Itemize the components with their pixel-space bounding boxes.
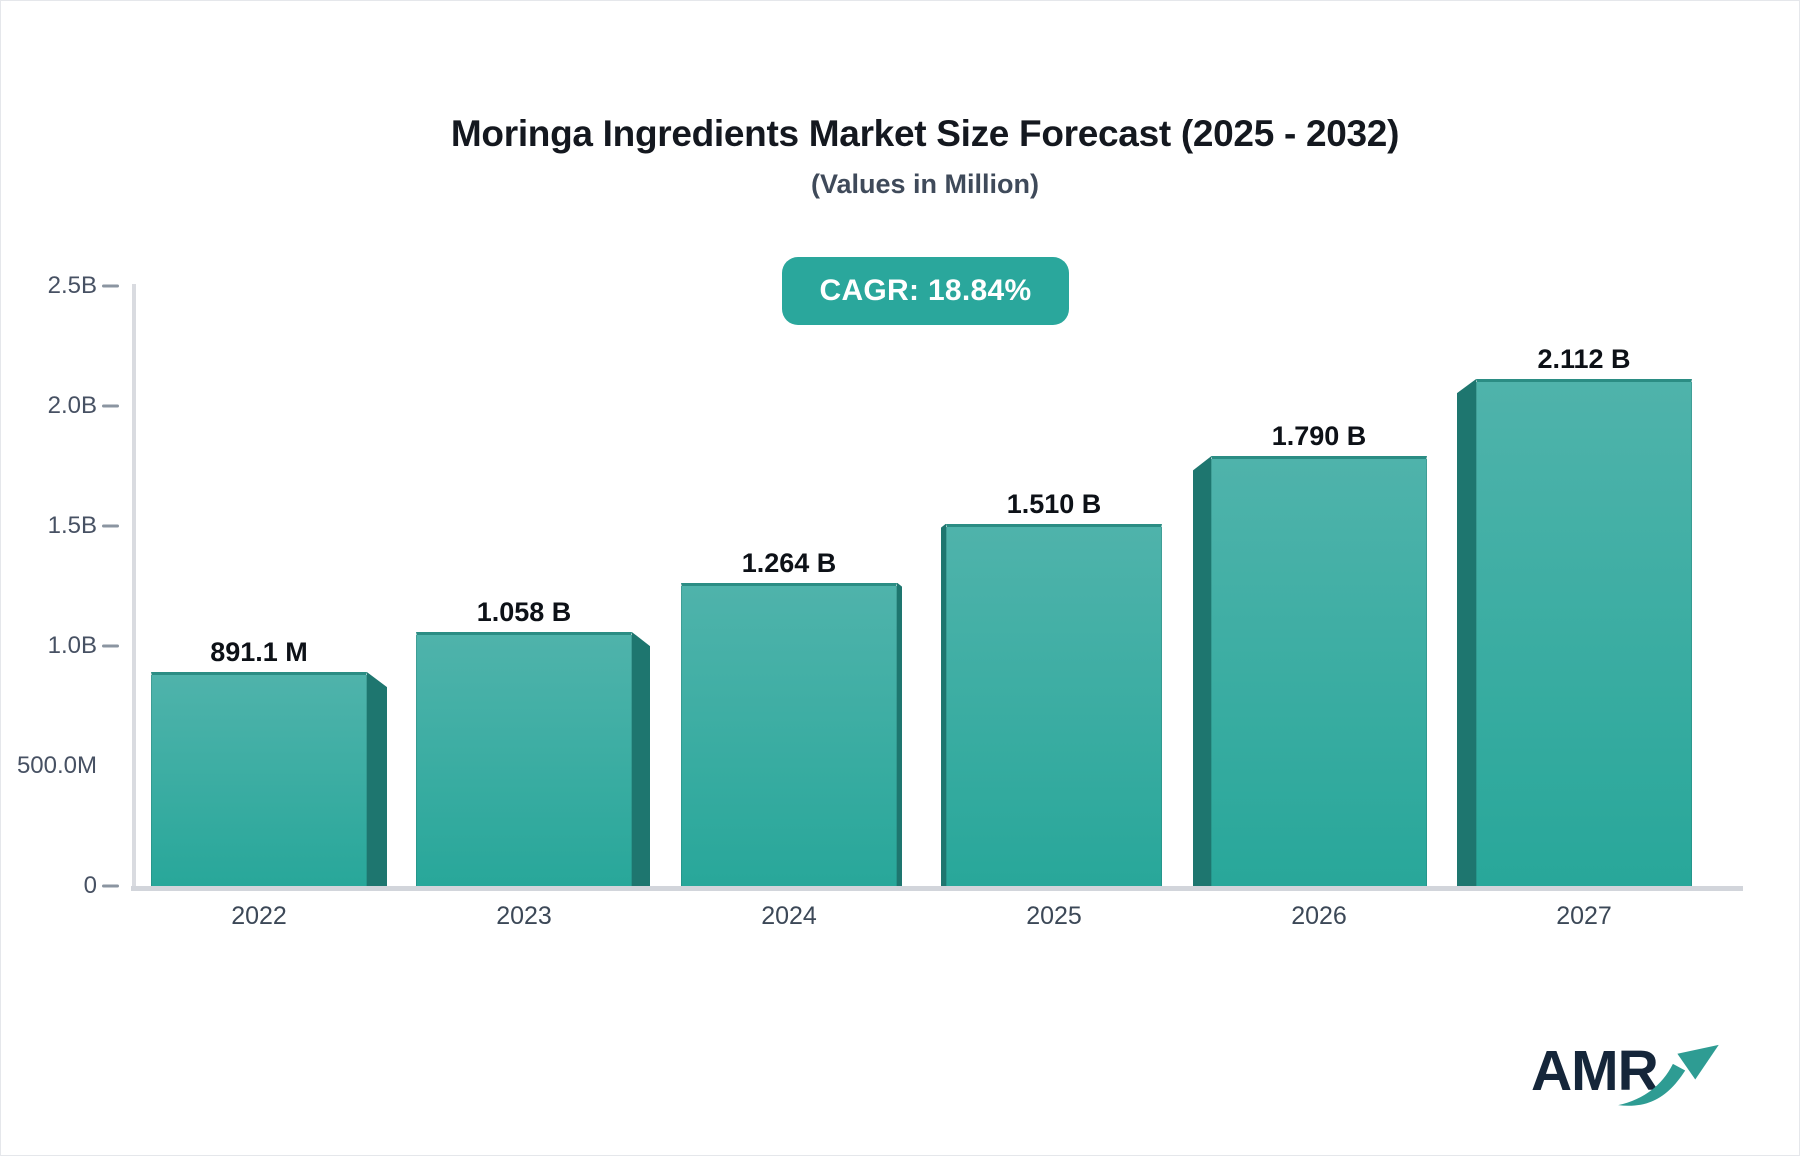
bar-depth-side-2025 — [941, 523, 946, 886]
chart-subtitle: (Values in Million) — [810, 169, 1040, 199]
trend-up-arrow-icon — [1618, 1044, 1719, 1106]
bar-depth-side-2027 — [1457, 379, 1476, 886]
bar-2022 — [151, 672, 367, 886]
bar-2027 — [1476, 379, 1692, 886]
cagr-badge: CAGR: 18.84% — [782, 257, 1069, 325]
value-label-2027: 2.112 B — [1537, 344, 1631, 375]
y-tick-dash — [102, 524, 119, 528]
cagr-badge-label: CAGR: 18.84% — [819, 274, 1032, 307]
x-tick-label-2026: 2026 — [1291, 902, 1347, 930]
bar-depth-side-2023 — [632, 632, 650, 886]
y-tick-dash — [102, 404, 119, 408]
x-tick-label-2023: 2023 — [496, 902, 552, 930]
x-tick-label-2022: 2022 — [231, 902, 287, 930]
y-tick-dash — [102, 284, 119, 288]
amr-logo: AMR — [1531, 1037, 1721, 1117]
y-tick-label-1.5B: 1.5B — [47, 512, 97, 539]
bar-depth-side-2024 — [897, 582, 902, 886]
value-label-2024: 1.264 B — [741, 547, 837, 578]
amr-logo-text: AMR — [1531, 1039, 1659, 1103]
bar-2026 — [1211, 456, 1427, 886]
x-tick-label-2025: 2025 — [1026, 902, 1082, 930]
bar-depth-side-2026 — [1193, 456, 1211, 886]
x-tick-label-2027: 2027 — [1556, 902, 1612, 930]
y-axis-line — [132, 284, 136, 889]
x-tick-label-2024: 2024 — [761, 902, 817, 930]
chart-title: Moringa Ingredients Market Size Forecast… — [450, 113, 1400, 154]
bar-2025 — [946, 523, 1162, 886]
value-label-2022: 891.1 M — [210, 637, 308, 668]
y-tick-label-2.0B: 2.0B — [47, 392, 97, 419]
bar-2023 — [416, 632, 632, 886]
y-tick-label-0: 0 — [83, 872, 97, 899]
value-label-2026: 1.790 B — [1271, 421, 1367, 452]
y-tick-dash — [102, 644, 119, 648]
y-tick-label-1.0B: 1.0B — [47, 632, 97, 659]
y-tick-label-2.5B: 2.5B — [47, 272, 97, 299]
value-label-2025: 1.510 B — [1006, 488, 1102, 519]
x-axis-baseline — [131, 886, 1743, 891]
value-label-2023: 1.058 B — [476, 597, 572, 628]
y-tick-dash — [102, 884, 119, 888]
bar-depth-side-2022 — [367, 672, 387, 886]
bar-2024 — [681, 582, 897, 886]
y-tick-label-500.0M: 500.0M — [16, 752, 97, 779]
